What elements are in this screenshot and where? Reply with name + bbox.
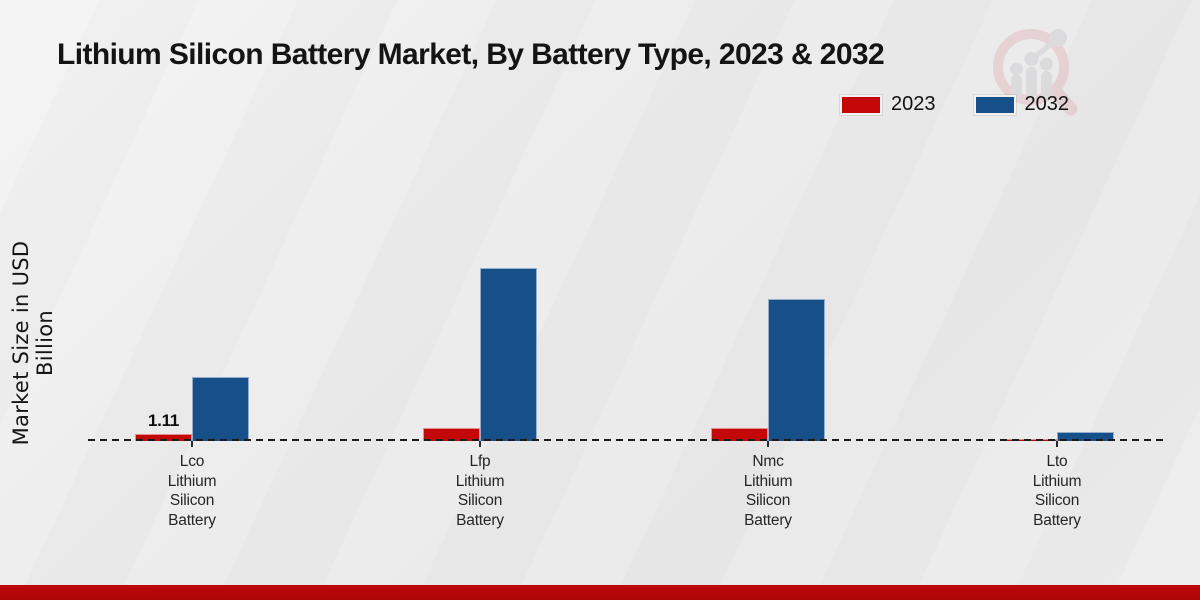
magnifier-ring-icon	[993, 29, 1069, 105]
bar-2023-lco	[135, 434, 192, 441]
legend-swatch-2023	[840, 94, 882, 115]
bar-2023-lfp	[423, 428, 480, 441]
category-label-lto: Lto Lithium Silicon Battery	[1032, 453, 1082, 529]
legend: 2023 2032	[840, 93, 1069, 116]
legend-label-2032: 2032	[1024, 93, 1070, 115]
x-axis-tick	[767, 441, 769, 447]
magnifier-handle-icon	[1048, 84, 1078, 116]
bar-trend-icon	[1010, 29, 1067, 99]
bar-2032-lto	[1057, 432, 1114, 441]
bar-2032-lfp	[480, 268, 537, 441]
chart-title: Lithium Silicon Battery Market, By Batte…	[57, 38, 885, 71]
bar-2032-nmc	[768, 299, 825, 441]
market-research-logo-watermark	[993, 29, 1078, 116]
legend-item-2023: 2023	[840, 93, 936, 116]
bar-2023-nmc	[711, 428, 768, 441]
x-axis-tick	[1056, 441, 1058, 447]
category-label-lfp: Lfp Lithium Silicon Battery	[455, 453, 505, 529]
footer-red-bar	[0, 585, 1200, 600]
legend-label-2023: 2023	[891, 93, 936, 115]
category-label-lco: Lco Lithium Silicon Battery	[167, 453, 217, 529]
x-axis-tick	[479, 441, 481, 447]
bar-value-label: 1.11	[148, 411, 179, 430]
legend-item-2032: 2032	[973, 93, 1070, 116]
bar-2023-lto	[1000, 439, 1057, 441]
bar-2032-lco	[192, 377, 249, 441]
legend-swatch-2032	[973, 94, 1016, 115]
category-label-nmc: Nmc Lithium Silicon Battery	[743, 453, 793, 529]
x-axis-tick	[191, 441, 193, 447]
